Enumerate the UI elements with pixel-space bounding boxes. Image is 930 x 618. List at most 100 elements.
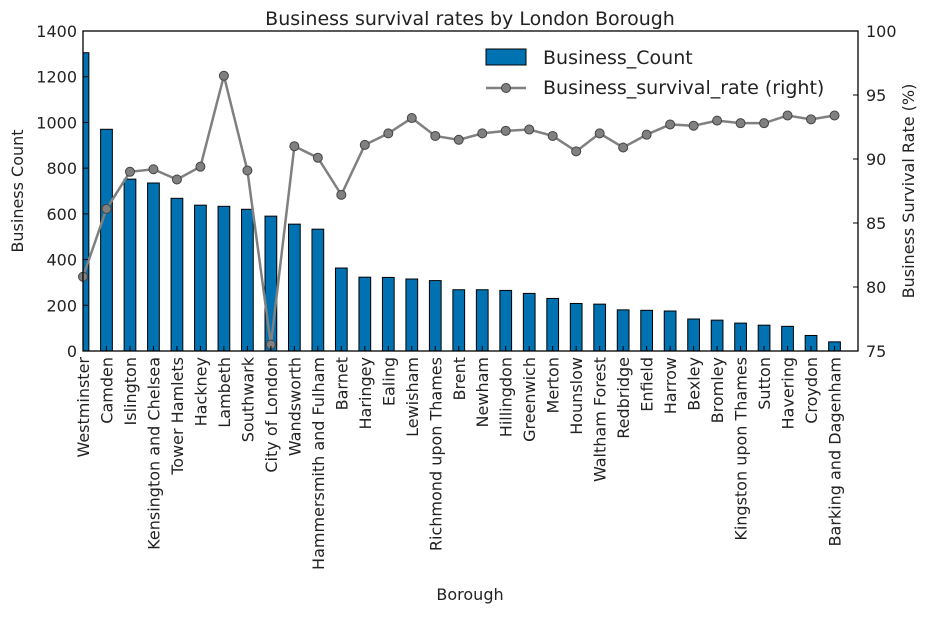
x-tick-label: Bexley [685,357,704,411]
survival-rate-point [829,110,840,121]
x-tick-label: City of London [262,357,281,473]
x-tick-label: Hammersmith and Fulham [309,357,328,570]
right-tick-label: 90 [866,150,886,169]
bar [82,52,90,352]
legend: Business_Count Business_survival_rate (r… [485,47,824,99]
left-axis-ticks: 0 200 400 600 800 1000 1200 1400 [36,22,88,361]
x-tick-label: Ealing [379,357,398,406]
right-tick-label: 75 [866,342,886,361]
left-tick-label: 200 [46,296,77,315]
x-tick-label: Waltham Forest [591,357,610,482]
bar [616,309,630,352]
survival-rate-point [453,134,464,145]
survival-rate-point [383,128,394,139]
survival-rate-point [524,124,535,135]
bar [452,289,466,352]
survival-rate-point [101,203,112,214]
bar [334,267,348,352]
x-tick-label: Hillingdon [497,357,516,437]
x-axis-label: Borough [436,585,503,604]
left-tick-label: 400 [46,251,77,270]
left-tick-label: 1000 [36,113,77,132]
chart-title: Business survival rates by London Boroug… [265,8,675,30]
x-tick-label: Croydon [802,357,821,424]
bar [194,204,207,352]
x-tick-label: Brent [450,357,469,400]
bar [170,197,184,352]
legend-bar-label: Business_Count [543,47,693,69]
x-tick-label: Kingston upon Thames [732,357,751,541]
x-tick-label: Richmond upon Thames [426,357,445,551]
survival-rate-point [242,165,253,176]
x-tick-label: Tower Hamlets [168,357,187,476]
bar [217,205,231,352]
legend-line-label: Business_survival_rate (right) [543,77,824,99]
bar [569,302,583,352]
x-tick-label: Bromley [708,357,727,423]
left-tick-label: 1200 [36,68,77,87]
survival-rate-point [735,118,746,129]
x-tick-label: Wandsworth [285,357,304,456]
survival-rate-point [782,110,793,121]
x-tick-label: Hackney [191,357,210,426]
x-tick-label: Islington [121,357,140,425]
bar [264,215,278,352]
x-tick-label: Barking and Dagenham [826,357,845,546]
x-tick-label: Merton [544,357,563,413]
bar [381,276,395,352]
survival-rate-point [289,141,300,152]
x-tick-label: Southwark [238,356,257,442]
survival-rate-point [759,118,770,129]
survival-rate-point [665,119,676,130]
bar [475,289,489,352]
survival-rate-point [688,120,699,131]
x-tick-label: Havering [779,357,798,429]
survival-rate-point [618,142,629,153]
right-tick-label: 85 [866,214,886,233]
survival-rate-point [806,114,817,125]
right-axis-ticks: 75 80 85 90 95 100 [853,22,897,361]
survival-rate-point [594,128,605,139]
y-axis-label: Business Count [8,129,27,252]
x-axis-ticks: Westminster Camden Islington Kensington and… [74,346,845,570]
survival-rate-point [124,166,135,177]
left-tick-label: 600 [46,205,77,224]
bar [241,208,254,352]
legend-bar-swatch [485,48,527,66]
survival-rate-point [712,115,723,126]
x-tick-label: Harrow [661,357,680,414]
survival-rate-point [148,164,159,175]
x-tick-label: Lewisham [403,357,422,437]
x-tick-label: Haringey [356,357,375,429]
survival-rate-point [477,128,488,139]
x-tick-label: Barnet [332,357,351,410]
survival-rate-point [547,130,558,141]
x-tick-label: Enfield [638,357,657,412]
survival-rate-point [195,161,206,172]
y2-axis-label: Business Survival Rate (%) [899,84,918,299]
survival-rate-point [430,130,441,141]
bar [428,280,442,352]
x-tick-label: Newham [473,357,492,427]
bar [123,178,137,352]
bar [663,310,677,352]
bar [147,182,160,352]
left-tick-label: 1400 [36,22,77,41]
left-tick-label: 800 [46,159,77,178]
bar [546,297,560,352]
line-layer [78,70,840,350]
survival-rate-point [336,189,347,200]
bar [311,228,325,352]
bar [593,303,607,352]
x-tick-label: Sutton [755,357,774,410]
bar [100,128,113,352]
survival-rate-point [171,174,182,185]
survival-rate-point [359,139,370,150]
survival-rate-point [571,146,582,157]
bars-layer [82,52,841,352]
survival-rate-point [312,152,323,163]
x-tick-label: Kensington and Chelsea [144,357,163,550]
x-tick-label: Hounslow [567,357,586,435]
